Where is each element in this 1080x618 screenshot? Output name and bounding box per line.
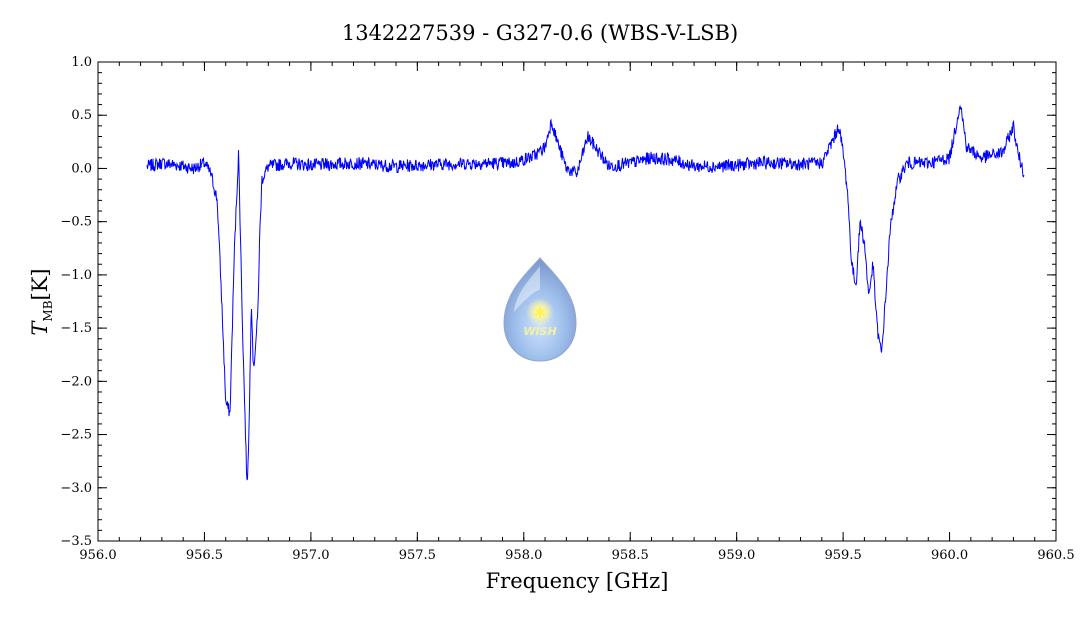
x-tick-label: 957.5 [399, 548, 436, 563]
x-tick-label: 958.0 [505, 548, 542, 563]
x-tick-label: 960.5 [1037, 548, 1074, 563]
y-tick-label: −3.0 [60, 481, 92, 496]
chart-title: 1342227539 - G327-0.6 (WBS-V-LSB) [342, 21, 738, 45]
plot-frame [97, 61, 1057, 542]
x-tick-label: 959.5 [825, 548, 862, 563]
spectrum-line [146, 104, 1025, 481]
y-tick-label: 1.0 [71, 55, 92, 70]
x-axis-label: Frequency [GHz] [486, 569, 669, 593]
x-tick-label: 958.5 [612, 548, 649, 563]
svg-text:✱: ✱ [533, 303, 546, 322]
y-tick-label: −0.5 [60, 215, 92, 230]
y-tick-label: −2.5 [60, 428, 92, 443]
y-tick-label: −3.5 [60, 534, 92, 549]
y-tick-label: −1.5 [60, 321, 92, 336]
y-tick-label: −2.0 [60, 374, 92, 389]
y-tick-label: −1.0 [60, 268, 92, 283]
x-tick-label: 959.0 [718, 548, 755, 563]
x-tick-label: 956.0 [79, 548, 116, 563]
svg-text:WISH: WISH [523, 325, 556, 338]
wish-logo: ✱ WISH [503, 257, 577, 362]
x-tick-label: 956.5 [186, 548, 223, 563]
y-axis-label: TMB[K] [28, 268, 55, 335]
y-tick-label: 0.5 [71, 108, 92, 123]
x-tick-label: 957.0 [292, 548, 329, 563]
svg-text:TMB[K]: TMB[K] [28, 268, 55, 335]
y-tick-label: 0.0 [71, 161, 92, 176]
x-tick-label: 960.0 [931, 548, 968, 563]
